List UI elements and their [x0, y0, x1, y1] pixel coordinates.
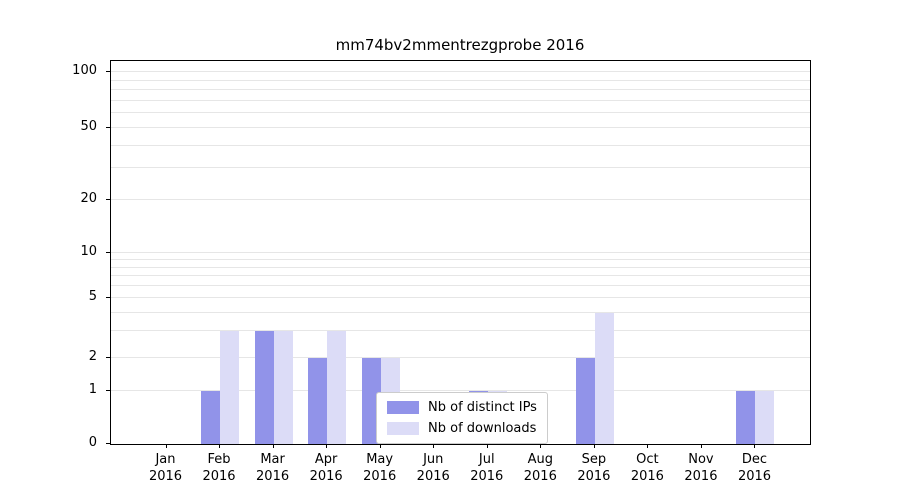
x-tick-mark: [219, 445, 221, 448]
y-tick-label: 50: [80, 119, 97, 135]
x-tick-mark: [754, 445, 756, 448]
x-tick-label-jan: Jan 2016: [148, 452, 183, 484]
bar-dec-ips: [736, 391, 756, 444]
gridline: [111, 89, 810, 91]
x-tick-label-jun: Jun 2016: [416, 452, 450, 484]
plot-area: Nb of distinct IPs Nb of downloads: [110, 60, 811, 445]
chart-title: mm74bv2mmentrezgprobe 2016: [335, 36, 585, 54]
bar-feb-downloads: [220, 331, 240, 444]
legend-entry: Nb of downloads: [387, 421, 537, 436]
bar-dec-downloads: [755, 391, 775, 444]
gridline: [111, 390, 810, 391]
bar-may-ips: [361, 358, 381, 444]
y-tick-label: 5: [88, 289, 97, 305]
x-tick-mark: [486, 445, 488, 448]
y-tick-mark: [106, 443, 110, 444]
x-tick-label-jul: Jul 2016: [470, 452, 504, 484]
x-tick-label-sep: Sep 2016: [577, 452, 611, 484]
gridline: [111, 258, 810, 260]
gridline: [111, 79, 810, 81]
bar-mar-downloads: [273, 331, 293, 444]
x-tick-label-nov: Nov 2016: [684, 452, 718, 484]
gridline: [111, 112, 810, 114]
gridline: [111, 356, 810, 358]
legend-label: Nb of distinct IPs: [428, 400, 537, 415]
legend-swatch: [387, 422, 419, 435]
bar-apr-ips: [308, 358, 328, 444]
y-tick-mark: [106, 251, 110, 253]
x-tick-mark: [700, 445, 702, 448]
gridline: [111, 311, 810, 313]
y-tick-label: 20: [80, 191, 97, 207]
x-tick-mark: [272, 445, 274, 448]
gridline: [111, 199, 810, 201]
x-tick-label-aug: Aug 2016: [523, 452, 557, 484]
x-axis: Jan 2016 Feb 2016 Mar 2016 Apr 2016 May 2016 Jun 20…: [110, 443, 810, 499]
y-tick-mark: [106, 389, 110, 391]
x-tick-mark: [540, 445, 542, 448]
x-tick-mark: [647, 445, 649, 448]
y-tick-mark: [106, 356, 110, 358]
y-tick-label: 0: [88, 435, 97, 450]
x-tick-label-feb: Feb 2016: [202, 452, 236, 484]
y-tick-mark: [106, 127, 110, 129]
legend-swatch: [387, 401, 419, 414]
y-tick-mark: [106, 71, 110, 73]
gridline: [111, 127, 810, 129]
gridline: [111, 144, 810, 146]
x-tick-mark: [379, 445, 381, 448]
y-axis: 0 1 2 5 10 20 50 100: [0, 60, 110, 450]
x-tick-label-apr: Apr 2016: [309, 452, 343, 484]
y-tick-label: 100: [72, 63, 97, 79]
y-tick-label: 2: [88, 348, 97, 364]
gridline: [111, 275, 810, 277]
gridline: [111, 252, 810, 253]
x-tick-label-may: May 2016: [363, 452, 397, 484]
x-tick-mark: [433, 445, 435, 448]
bar-apr-downloads: [327, 331, 347, 444]
gridline: [111, 297, 810, 299]
x-tick-label-dec: Dec 2016: [737, 452, 772, 484]
legend: Nb of distinct IPs Nb of downloads: [376, 392, 548, 444]
gridline: [111, 330, 810, 332]
x-tick-mark: [593, 445, 595, 448]
gridline: [111, 266, 810, 268]
legend-entry: Nb of distinct IPs: [387, 400, 537, 415]
x-tick-label-oct: Oct 2016: [630, 452, 664, 484]
bar-sep-ips: [575, 358, 595, 444]
bar-sep-downloads: [594, 313, 614, 444]
gridline: [111, 167, 810, 169]
x-tick-mark: [326, 445, 328, 448]
gridline: [111, 285, 810, 287]
gridline: [111, 71, 810, 73]
y-tick-label: 1: [88, 381, 97, 397]
legend-label: Nb of downloads: [428, 421, 537, 436]
bar-mar-ips: [254, 331, 274, 444]
y-tick-label: 10: [80, 243, 97, 259]
gridline: [111, 99, 810, 101]
y-tick-mark: [106, 297, 110, 299]
x-tick-label-mar: Mar 2016: [256, 452, 290, 484]
bar-feb-ips: [201, 391, 221, 444]
x-tick-mark: [165, 445, 167, 448]
y-tick-mark: [106, 199, 110, 201]
